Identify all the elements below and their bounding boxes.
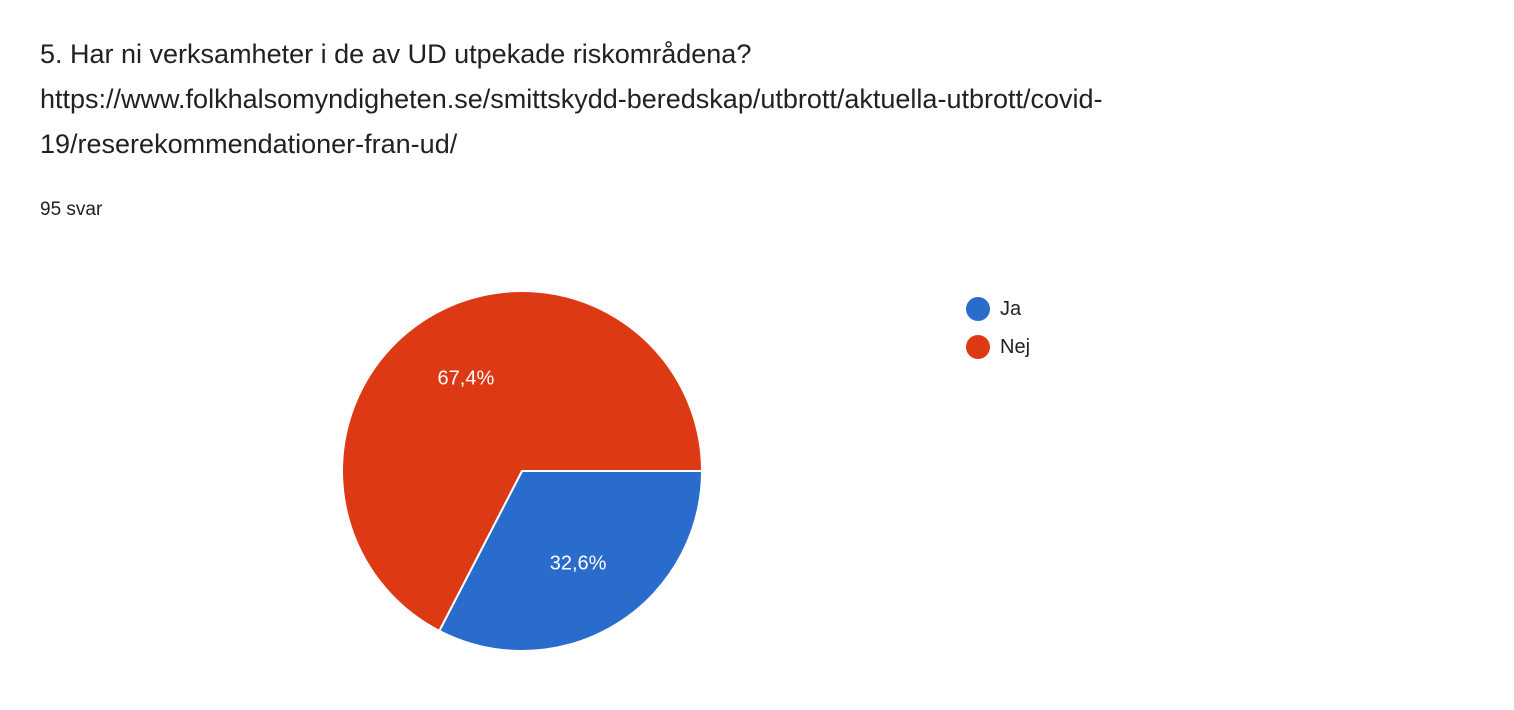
question-title: 5. Har ni verksamheter i de av UD utpeka…: [40, 32, 1480, 167]
pie-slice-label-ja: 32,6%: [550, 552, 607, 574]
pie-slice-nej[interactable]: [341, 290, 703, 632]
question-title-line-3: 19/reserekommendationer-fran-ud/: [40, 129, 458, 159]
question-title-line-1: 5. Har ni verksamheter i de av UD utpeka…: [40, 39, 752, 69]
chart-legend: Ja Nej: [966, 290, 1030, 366]
legend-label-nej: Nej: [1000, 335, 1031, 358]
response-count: 95 svar: [40, 199, 103, 220]
legend-item-nej[interactable]: Nej: [966, 328, 1030, 366]
legend-swatch-nej: [966, 335, 990, 359]
legend-item-ja[interactable]: Ja: [966, 290, 1030, 328]
pie-slice-label-nej: 67,4%: [438, 368, 495, 390]
legend-label-ja: Ja: [1000, 297, 1022, 320]
pie-slice-ja[interactable]: [438, 470, 703, 652]
question-title-line-2: https://www.folkhalsomyndigheten.se/smit…: [40, 84, 1103, 114]
legend-swatch-ja: [966, 297, 990, 321]
